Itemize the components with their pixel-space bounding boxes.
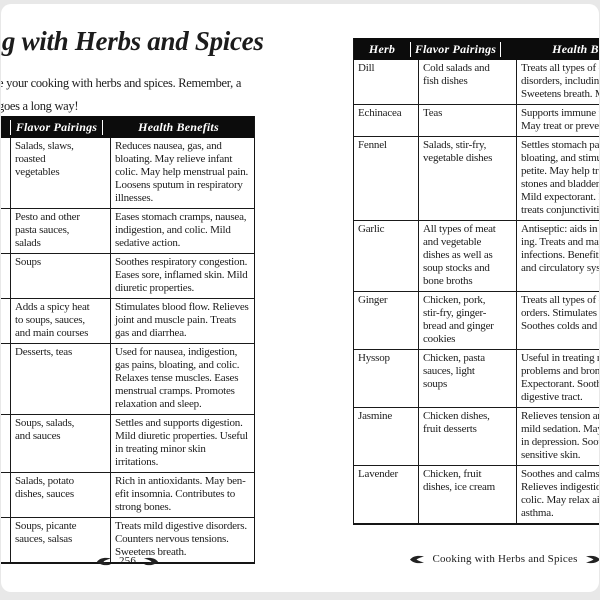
herb-cell: Hyssop (358, 352, 390, 364)
leaf-ornament-icon (585, 555, 599, 564)
column-header-herb: Herb (368, 41, 396, 56)
herb-cell-cropped (1, 415, 10, 472)
pairings-cell: Salads, slaws, roasted vegetables (10, 138, 110, 208)
table-row: Lavender Chicken, fruit dishes, ice crea… (354, 465, 599, 523)
footer-title: Cooking with Herbs and Spices (432, 553, 578, 565)
pairings-cell: Soups (10, 254, 110, 298)
benefits-cell: Supports immune fun May treat or prevent… (516, 105, 599, 136)
herb-cell-cropped (1, 254, 10, 298)
leaf-ornament-icon (96, 557, 112, 566)
herb-cell: Ginger (358, 294, 388, 306)
table-row: Desserts, teas Used for nausea, indigest… (1, 343, 254, 414)
benefits-cell: Settles stomach pain, bloating, and stim… (516, 137, 599, 220)
table-row: Soups, picante sauces, salsas Treats mil… (1, 517, 254, 562)
pairings-cell: Chicken, pasta sauces, light soups (418, 350, 516, 407)
herb-cell-cropped (1, 473, 10, 517)
pairings-cell: Chicken dishes, fruit desserts (418, 408, 516, 465)
pairings-cell: Cold salads and fish dishes (418, 60, 516, 104)
table-row: Fennel Salads, stir-fry, vegetable dishe… (354, 136, 599, 220)
benefits-cell: Useful in treating resp problems and bro… (516, 350, 599, 407)
page-number: 256 (118, 555, 137, 567)
benefits-cell: Relieves tension and p mild sedation. Ma… (516, 408, 599, 465)
pairings-cell: Pesto and other pasta sauces, salads (10, 209, 110, 253)
benefits-cell: Treats all types of dige orders. Stimula… (516, 292, 599, 349)
leaf-ornament-icon (410, 555, 425, 564)
table-row: Soups Soothes respiratory congestion. Ea… (1, 253, 254, 298)
herb-cell-cropped (1, 138, 10, 208)
page-footer-right: Cooking with Herbs and Spices (409, 553, 599, 565)
table-row: Garlic All types of meat and vegetable d… (354, 220, 599, 291)
table-row: Soups, salads, and sauces Settles and su… (1, 414, 254, 472)
benefits-cell: Soothes respiratory congestion. Eases so… (110, 254, 254, 298)
table-row: Jasmine Chicken dishes, fruit desserts R… (354, 407, 599, 465)
pairings-cell: Soups, picante sauces, salsas (10, 518, 110, 562)
pairings-cell: Chicken, pork, stir-fry, ginger- bread a… (418, 292, 516, 349)
table-header-row: Herb Flavor Pairings Health Benefits (354, 38, 599, 60)
page-footer-left: 256 (1, 555, 254, 567)
herb-cell: Lavender (358, 468, 398, 480)
pairings-cell: Chicken, fruit dishes, ice cream (418, 466, 516, 523)
benefits-cell: Antiseptic: aids in wou ing. Treats and … (516, 221, 599, 291)
leaf-ornament-icon (143, 557, 159, 566)
pairings-cell: Salads, stir-fry, vegetable dishes (418, 137, 516, 220)
table-row: Pesto and other pasta sauces, salads Eas… (1, 208, 254, 253)
herb-cell-cropped (1, 209, 10, 253)
benefits-cell: Stimulates blood flow. Relieves joint an… (110, 299, 254, 343)
benefits-cell: Settles and supports digestion. Mild diu… (110, 415, 254, 472)
pairings-cell: Soups, salads, and sauces (10, 415, 110, 472)
benefits-cell: Treats all types of dige disorders, incl… (516, 60, 599, 104)
book-spread-photo: ing with Herbs and Spices e your cooking… (1, 4, 599, 592)
pairings-cell: Desserts, teas (10, 344, 110, 414)
herb-cell: Dill (358, 62, 375, 74)
benefits-cell: Treats mild digestive disorders. Counter… (110, 518, 254, 562)
herb-cell-cropped (1, 344, 10, 414)
pairings-cell: Teas (418, 105, 516, 136)
pairings-cell: Salads, potato dishes, sauces (10, 473, 110, 517)
table-row: Salads, slaws, roasted vegetables Reduce… (1, 138, 254, 208)
herb-cell: Garlic (358, 223, 385, 235)
table-row: Adds a spicy heat to soups, sauces, and … (1, 298, 254, 343)
herb-cell-cropped (1, 299, 10, 343)
table-row: Dill Cold salads and fish dishes Treats … (354, 60, 599, 104)
column-header-health-benefits: Health Benefits (500, 41, 599, 57)
pairings-cell: Adds a spicy heat to soups, sauces, and … (10, 299, 110, 343)
benefits-cell: Reduces nausea, gas, and bloating. May r… (110, 138, 254, 208)
herbs-table-right: Herb Flavor Pairings Health Benefits Dil… (353, 38, 599, 525)
column-header-health-benefits: Health Benefits (102, 119, 254, 135)
page-title: ing with Herbs and Spices (1, 26, 264, 56)
herb-cell: Fennel (358, 139, 387, 151)
column-header-flavor-pairings: Flavor Pairings (410, 41, 500, 57)
table-row: Hyssop Chicken, pasta sauces, light soup… (354, 349, 599, 407)
herb-cell: Jasmine (358, 410, 393, 422)
pairings-cell: All types of meat and vegetable dishes a… (418, 221, 516, 291)
benefits-cell: Used for nausea, indigestion, gas pains,… (110, 344, 254, 414)
column-header-flavor-pairings: Flavor Pairings (10, 119, 102, 135)
intro-text: e your cooking with herbs and spices. Re… (1, 76, 242, 113)
herb-cell: Echinacea (358, 107, 402, 119)
table-header-row: Flavor Pairings Health Benefits (1, 116, 254, 138)
herbs-table-left: Flavor Pairings Health Benefits Salads, … (1, 116, 255, 564)
table-row: Salads, potato dishes, sauces Rich in an… (1, 472, 254, 517)
table-row: Echinacea Teas Supports immune fun May t… (354, 104, 599, 136)
benefits-cell: Eases stomach cramps, nausea, indigestio… (110, 209, 254, 253)
benefits-cell: Rich in antioxidants. May ben- efit inso… (110, 473, 254, 517)
table-row: Ginger Chicken, pork, stir-fry, ginger- … (354, 291, 599, 349)
benefits-cell: Soothes and calms the Relieves indigesti… (516, 466, 599, 523)
